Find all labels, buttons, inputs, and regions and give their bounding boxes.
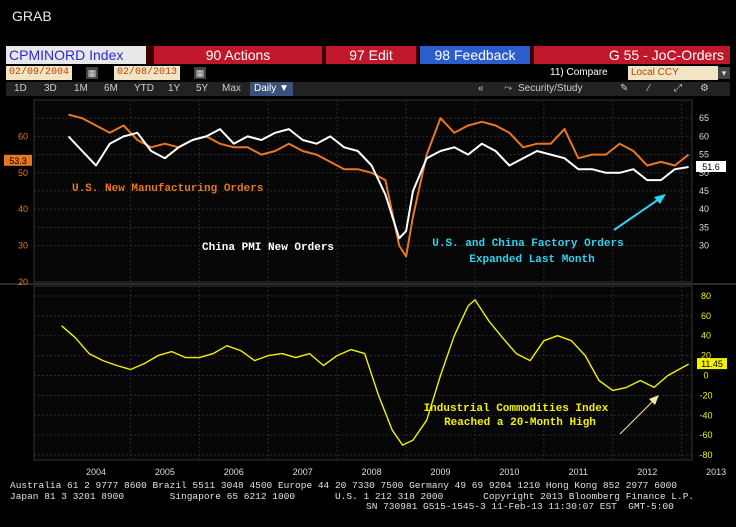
annotation-label: China PMI New Orders	[202, 242, 334, 254]
range-3d[interactable]: 3D	[44, 83, 57, 94]
page-label: G 55 - JoC-Orders	[534, 46, 730, 64]
x-tick-label: 2006	[224, 467, 244, 477]
period-label: Daily	[254, 83, 277, 94]
edit-button[interactable]: 97 Edit	[326, 46, 416, 64]
x-tick-label: 2008	[362, 467, 382, 477]
last-value-tag-yellow	[697, 358, 727, 370]
right-tick-label: 80	[701, 291, 711, 301]
x-tick-label: 2005	[155, 467, 175, 477]
annotation-arrow-cyan	[613, 196, 663, 231]
end-date-field[interactable]: 02/08/2013	[114, 66, 181, 80]
study-icon[interactable]: ⤳	[504, 83, 512, 94]
right-tick-label: 55	[699, 150, 709, 160]
start-date-field[interactable]: 02/09/2004	[6, 66, 73, 80]
right-tick-label: 60	[699, 131, 709, 141]
range-max[interactable]: Max	[222, 83, 241, 94]
right-tick-label: 60	[701, 311, 711, 321]
right-tick-label: -80	[699, 450, 712, 460]
annotation-arrow-yellow	[619, 397, 657, 435]
x-tick-label: 2013	[706, 467, 726, 477]
annotation-label: U.S. New Manufacturing Orders	[72, 183, 263, 195]
right-tick-label: 45	[699, 186, 709, 196]
currency-select[interactable]: Local CCY	[628, 66, 718, 80]
compare-button[interactable]: 11) Compare	[550, 67, 608, 78]
scroll-left-icon[interactable]: «	[478, 83, 484, 94]
security-study-button[interactable]: Security/Study	[518, 83, 583, 94]
left-tick-label: 30	[18, 241, 28, 251]
right-tick-label: 65	[699, 113, 709, 123]
app-title: GRAB	[12, 8, 52, 24]
x-tick-label: 2004	[86, 467, 106, 477]
range-5y[interactable]: 5Y	[196, 83, 209, 94]
settings-icon[interactable]: ⚙	[700, 83, 709, 94]
expand-icon[interactable]: ⤢	[674, 83, 682, 94]
actions-button[interactable]: 90 Actions	[154, 46, 322, 64]
bottom-panel	[33, 285, 693, 461]
range-ytd[interactable]: YTD	[134, 83, 154, 94]
toolbar: 1D 3D 1M 6M YTD 1Y 5Y Max Daily ▼ « ⤳ Se…	[6, 82, 730, 96]
command-bar: CPMINORD Index 90 Actions 97 Edit 98 Fee…	[6, 46, 730, 64]
right-tick-label: -20	[699, 390, 712, 400]
annotation-arrowhead-cyan	[654, 194, 666, 204]
right-tick-label: 0	[703, 370, 708, 380]
range-1y[interactable]: 1Y	[168, 83, 181, 94]
annotation-label: Industrial Commodities Index	[424, 403, 609, 415]
last-value-label-orange: 53.3	[9, 156, 27, 166]
last-value-label-yellow: 11.45	[701, 359, 723, 369]
footer-contacts-1: Australia 61 2 9777 8600 Brazil 5511 304…	[10, 480, 678, 491]
annotation-label: U.S. and China Factory Orders	[432, 238, 623, 250]
draw-icon[interactable]: ∕	[648, 83, 650, 94]
end-calendar-icon[interactable]: ▦	[194, 67, 206, 79]
range-1m[interactable]: 1M	[74, 83, 88, 94]
feedback-button[interactable]: 98 Feedback	[420, 46, 530, 64]
last-value-label-white: 51.6	[702, 162, 720, 172]
annotation-label: Expanded Last Month	[469, 254, 594, 266]
right-tick-label: -60	[699, 430, 712, 440]
right-tick-label: 40	[699, 204, 709, 214]
last-value-tag-white	[696, 160, 726, 172]
date-bar: 02/09/2004 ▦ 02/08/2013 ▦ 11) Compare Lo…	[6, 66, 730, 80]
left-tick-label: 40	[18, 204, 28, 214]
period-select[interactable]: Daily ▼	[250, 82, 293, 96]
last-value-tag-orange	[4, 154, 32, 166]
grid	[0, 99, 736, 461]
x-tick-label: 2010	[499, 467, 519, 477]
x-tick-label: 2011	[569, 467, 588, 477]
currency-dropdown-icon[interactable]: ▾	[718, 67, 730, 79]
range-6m[interactable]: 6M	[104, 83, 118, 94]
right-tick-label: 35	[699, 222, 709, 232]
x-tick-label: 2009	[430, 467, 450, 477]
range-1d[interactable]: 1D	[14, 83, 27, 94]
right-tick-label: 40	[701, 331, 711, 341]
right-tick-label: 50	[699, 168, 709, 178]
left-tick-label: 50	[18, 168, 28, 178]
series	[61, 113, 690, 446]
annotation-label: Reached a 20-Month High	[444, 417, 596, 429]
left-tick-label: 20	[18, 277, 28, 287]
annotation-arrowhead-yellow	[649, 395, 659, 405]
right-tick-label: 30	[699, 241, 709, 251]
footer-serial: SN 730981 G515-1545-3 11-Feb-13 11:30:07…	[366, 501, 674, 512]
ticker-field[interactable]: CPMINORD Index	[6, 46, 146, 64]
annotations: U.S. New Manufacturing Orders China PMI N…	[72, 183, 666, 435]
annotate-icon[interactable]: ✎	[620, 83, 629, 94]
left-tick-label: 60	[18, 131, 28, 141]
x-tick-label: 2007	[293, 467, 313, 477]
axes: 2004 2005 2006 2007 2008 2009 2010 2011 2012 2013…	[4, 113, 727, 477]
footer-contacts-2: Japan 81 3 3201 8900 Singapore 65 6212 1…	[10, 490, 695, 502]
series-line-china-pmi	[67, 128, 689, 240]
series-line-commodities	[61, 299, 689, 446]
series-line-us-orders	[68, 113, 690, 258]
right-tick-label: 20	[701, 351, 711, 361]
start-calendar-icon[interactable]: ▦	[86, 67, 98, 79]
footer: Australia 61 2 9777 8600 Brazil 5511 304…	[10, 480, 730, 513]
right-tick-label: -40	[699, 410, 712, 420]
x-tick-label: 2012	[637, 467, 657, 477]
